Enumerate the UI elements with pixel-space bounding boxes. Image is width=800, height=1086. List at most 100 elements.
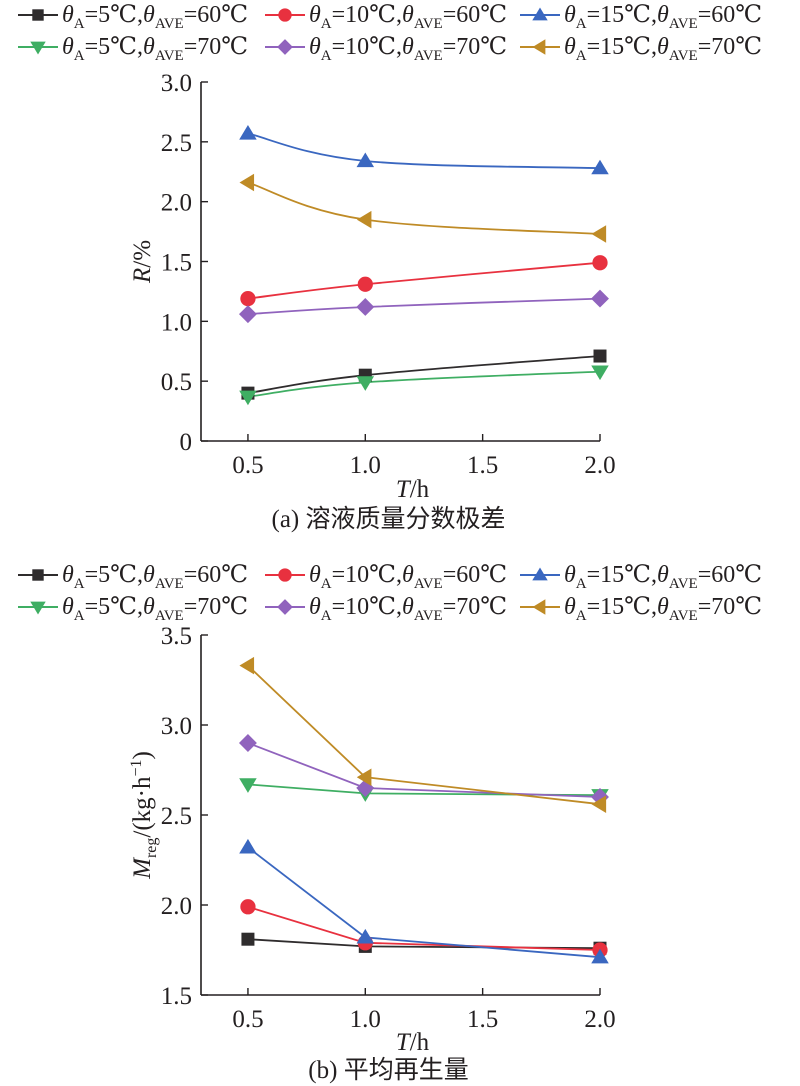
legend-label: θA=5℃,θAVE=70℃ bbox=[62, 34, 248, 64]
theta-symbol: θ bbox=[143, 2, 155, 28]
subscript-a: A bbox=[74, 48, 85, 64]
series-markers bbox=[239, 838, 609, 964]
subscript-a: A bbox=[576, 48, 587, 64]
series-line bbox=[247, 846, 601, 959]
theta-ave-value: =60℃ bbox=[443, 2, 507, 28]
subscript-ave: AVE bbox=[155, 16, 184, 32]
data-point bbox=[240, 899, 256, 915]
legend-marker-diamond-icon bbox=[277, 599, 293, 615]
subscript-ave: AVE bbox=[155, 48, 184, 64]
y-axis-close: ) bbox=[129, 751, 156, 759]
legend-label: θA=10℃,θAVE=60℃ bbox=[309, 2, 507, 32]
series-line bbox=[247, 261, 601, 300]
theta-ave-value: =70℃ bbox=[184, 34, 248, 60]
legend-item: θA=5℃,θAVE=60℃ bbox=[18, 562, 248, 592]
y-tick-label: 0.5 bbox=[161, 369, 192, 396]
theta-symbol: θ bbox=[564, 594, 576, 620]
subscript-a: A bbox=[576, 16, 587, 32]
x-tick-label: 0.5 bbox=[232, 1006, 263, 1033]
subscript-ave: AVE bbox=[414, 48, 443, 64]
theta-ave-value: =70℃ bbox=[698, 34, 762, 60]
theta-symbol: θ bbox=[402, 594, 414, 620]
theta-ave-value: =60℃ bbox=[184, 562, 248, 588]
data-point bbox=[238, 305, 257, 324]
chart-b: 1.5 2.0 2.5 3.0 3.5 0.5 1.0 1.5 2.0 T/h Mreg/(kg·h… bbox=[128, 623, 616, 1084]
x-axis-title: T/h bbox=[396, 476, 430, 503]
series bbox=[247, 905, 601, 951]
x-tick-label: 0.5 bbox=[232, 452, 263, 479]
theta-symbol: θ bbox=[62, 2, 74, 28]
subscript-a: A bbox=[321, 16, 332, 32]
data-point bbox=[356, 376, 375, 391]
data-point bbox=[592, 255, 608, 271]
theta-symbol: θ bbox=[657, 34, 669, 60]
theta-symbol: θ bbox=[657, 2, 669, 28]
theta-a-value: =15℃, bbox=[587, 2, 657, 28]
x-axis-unit: /h bbox=[410, 1029, 430, 1056]
series bbox=[247, 846, 601, 959]
theta-a-value: =5℃, bbox=[85, 562, 143, 588]
subscript-ave: AVE bbox=[669, 16, 698, 32]
theta-a-value: =15℃, bbox=[587, 594, 657, 620]
data-point bbox=[591, 948, 609, 964]
subscript-ave: AVE bbox=[155, 576, 184, 592]
theta-a-value: =15℃, bbox=[587, 34, 657, 60]
legend-label: θA=10℃,θAVE=70℃ bbox=[309, 34, 507, 64]
data-point bbox=[238, 734, 257, 752]
legend-marker-triangle-up-icon bbox=[532, 7, 548, 21]
legend-item: θA=10℃,θAVE=70℃ bbox=[265, 34, 507, 64]
data-point bbox=[241, 932, 255, 946]
theta-symbol: θ bbox=[309, 594, 321, 620]
theta-ave-value: =70℃ bbox=[698, 594, 762, 620]
theta-symbol: θ bbox=[657, 594, 669, 620]
legend-label: θA=15℃,θAVE=70℃ bbox=[564, 34, 762, 64]
legend-marker-triangle-left-icon bbox=[532, 39, 546, 55]
theta-symbol: θ bbox=[143, 594, 155, 620]
series-line bbox=[247, 132, 601, 170]
legend-label: θA=10℃,θAVE=70℃ bbox=[309, 594, 507, 624]
series bbox=[247, 261, 601, 300]
x-axis-var: T bbox=[396, 476, 412, 503]
theta-a-value: =15℃, bbox=[587, 562, 657, 588]
x-tick-label: 2.0 bbox=[584, 452, 615, 479]
legend-marker-triangle-left-icon bbox=[532, 599, 546, 615]
legend-marker-square-icon bbox=[32, 569, 44, 581]
legend-item: θA=15℃,θAVE=60℃ bbox=[520, 2, 762, 32]
series-markers bbox=[239, 365, 609, 406]
series-markers bbox=[241, 349, 607, 400]
y-tick-label: 2.0 bbox=[161, 190, 192, 217]
x-tick-label: 1.0 bbox=[350, 1006, 381, 1033]
theta-a-value: =10℃, bbox=[332, 562, 402, 588]
subscript-a: A bbox=[74, 16, 85, 32]
x-axis-unit: /h bbox=[410, 476, 430, 503]
data-point bbox=[591, 365, 609, 381]
theta-a-value: =5℃, bbox=[85, 2, 143, 28]
series bbox=[247, 664, 601, 806]
y-tick-label: 2.0 bbox=[161, 893, 192, 920]
y-tick-label: 3.5 bbox=[161, 623, 192, 650]
subscript-ave: AVE bbox=[414, 576, 443, 592]
legend-label: θA=10℃,θAVE=60℃ bbox=[309, 562, 507, 592]
subscript-a: A bbox=[576, 576, 587, 592]
chart-caption: (a) 溶液质量分数极差 bbox=[272, 505, 506, 533]
legend-a: θA=5℃,θAVE=60℃ θA=10℃,θAVE=60℃ θA=15℃,θAVE… bbox=[18, 2, 762, 64]
data-point bbox=[591, 795, 607, 813]
legend-marker-triangle-down-icon bbox=[30, 601, 46, 615]
series-line bbox=[247, 355, 601, 395]
legend-item: θA=15℃,θAVE=70℃ bbox=[520, 594, 762, 624]
legend-label: θA=15℃,θAVE=70℃ bbox=[564, 594, 762, 624]
data-point bbox=[240, 290, 256, 307]
theta-symbol: θ bbox=[62, 34, 74, 60]
legend-marker-triangle-up-icon bbox=[532, 567, 548, 581]
theta-a-value: =10℃, bbox=[332, 34, 402, 60]
y-tick-label: 1.5 bbox=[161, 983, 192, 1010]
y-tick-label: 3.0 bbox=[161, 70, 192, 97]
legend-label: θA=5℃,θAVE=70℃ bbox=[62, 594, 248, 624]
subscript-a: A bbox=[321, 608, 332, 624]
x-tick-label: 1.0 bbox=[350, 452, 381, 479]
subscript-ave: AVE bbox=[669, 48, 698, 64]
series-line bbox=[247, 297, 601, 316]
series-line bbox=[247, 664, 601, 806]
theta-symbol: θ bbox=[564, 2, 576, 28]
x-tick-label: 1.5 bbox=[467, 452, 498, 479]
